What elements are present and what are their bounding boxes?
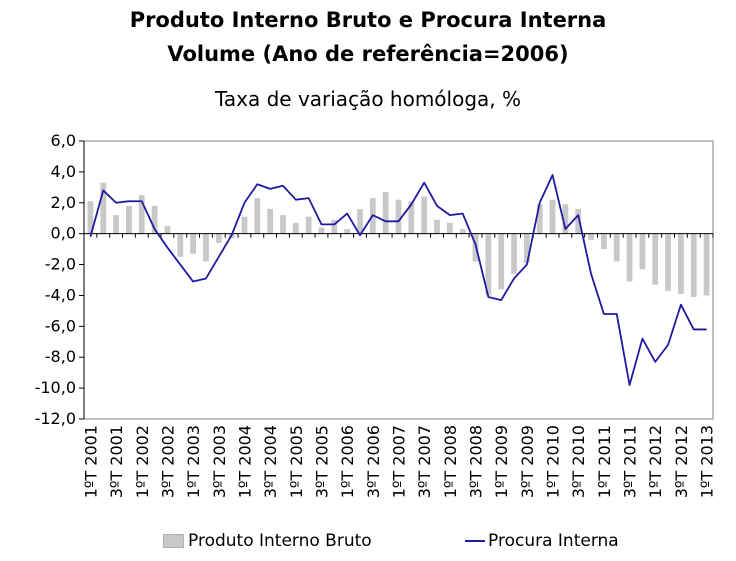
bar-pib — [485, 233, 492, 296]
x-tick-label: 1ºT 2004 — [235, 425, 254, 498]
bar-pib — [305, 216, 312, 234]
bar-pib — [292, 222, 299, 234]
x-tick-label: 1ºT 2010 — [544, 425, 563, 498]
bar-pib — [177, 233, 184, 257]
x-tick-label: 3ºT 2001 — [107, 425, 126, 498]
chart-subtitle: Taxa de variação homóloga, % — [214, 87, 522, 111]
bar-pib — [434, 219, 440, 234]
y-tick-label: 0,0 — [51, 224, 76, 243]
legend-swatch-bar — [163, 534, 184, 548]
x-tick-label: 1ºT 2013 — [698, 425, 717, 498]
bar-pib — [382, 191, 389, 234]
bar-pib — [113, 215, 119, 234]
x-tick-label: 3ºT 2009 — [518, 425, 537, 498]
y-tick-label: 2,0 — [51, 193, 76, 212]
bar-pib — [408, 201, 415, 234]
plot-frame — [83, 140, 714, 420]
x-tick-label: 1ºT 2012 — [646, 425, 665, 498]
bar-pib — [575, 208, 582, 234]
bar-pib — [613, 233, 620, 262]
x-tick-label: 3ºT 2012 — [672, 425, 691, 498]
x-tick-label: 3ºT 2002 — [158, 425, 177, 498]
bar-pib — [190, 233, 197, 254]
bar-pib — [562, 204, 569, 234]
bar-pib — [164, 225, 171, 234]
y-tick-label: -4,0 — [45, 285, 76, 304]
bar-pib — [588, 233, 594, 240]
bar-pib — [639, 233, 646, 270]
bar-pib — [151, 205, 158, 234]
x-tick-label: 3ºT 2003 — [210, 425, 229, 498]
bar-pib — [395, 199, 402, 234]
bar-pib — [267, 208, 274, 234]
bar-pib — [703, 233, 710, 296]
y-tick-label: -8,0 — [45, 347, 76, 366]
line-procura-interna — [89, 174, 707, 386]
bar-pib — [536, 204, 543, 234]
y-tick-label: -6,0 — [45, 316, 76, 335]
bar-pib — [626, 233, 633, 282]
x-tick-label: 3ºT 2004 — [261, 425, 280, 498]
legend-swatch-line — [465, 540, 485, 542]
x-tick-label: 3ºT 2011 — [621, 425, 640, 498]
bar-pib — [421, 196, 428, 234]
bar-pib — [357, 208, 363, 234]
bar-pib — [678, 233, 684, 294]
bar-pib — [600, 233, 607, 250]
bar-pib — [87, 201, 94, 234]
bar-pib — [459, 229, 466, 234]
bar-pib — [215, 233, 222, 243]
bar-pib — [665, 233, 671, 291]
legend-item-pib: Produto Interno Bruto — [163, 530, 372, 552]
x-tick-label: 1ºT 2008 — [441, 425, 460, 498]
bar-pib — [446, 222, 453, 234]
x-tick-label: 1ºT 2011 — [595, 425, 614, 498]
bar-pib — [138, 195, 145, 234]
x-tick-label: 1ºT 2005 — [287, 425, 306, 498]
x-tick-label: 1ºT 2003 — [184, 425, 203, 498]
y-tick-label: -10,0 — [35, 378, 76, 397]
bar-pib — [100, 182, 107, 234]
bar-pib — [549, 199, 556, 234]
legend-item-procura: Procura Interna — [465, 530, 619, 552]
legend-label-pib: Produto Interno Bruto — [188, 531, 372, 551]
bar-pib — [126, 205, 132, 234]
y-tick-label: 6,0 — [51, 131, 76, 150]
x-tick-label: 1ºT 2001 — [81, 425, 100, 498]
x-tick-label: 3ºT 2010 — [569, 425, 588, 498]
bar-pib — [511, 233, 517, 274]
bar-pib — [344, 229, 351, 234]
chart-title-line2: Volume (Ano de referência=2006) — [167, 42, 569, 66]
x-tick-label: 1ºT 2006 — [338, 425, 357, 498]
bar-pib — [331, 219, 338, 234]
x-tick-label: 1ºT 2009 — [492, 425, 511, 498]
bar-pib — [523, 233, 530, 264]
y-tick-label: -2,0 — [45, 255, 76, 274]
bar-pib — [318, 227, 325, 234]
x-tick-label: 3ºT 2006 — [364, 425, 383, 498]
bar-pib — [690, 233, 697, 297]
y-tick-label: 4,0 — [51, 162, 76, 181]
chart-title-line1: Produto Interno Bruto e Procura Interna — [129, 8, 607, 32]
bar-pib — [254, 198, 261, 234]
bar-pib — [652, 233, 659, 285]
x-tick-label: 3ºT 2005 — [312, 425, 331, 498]
y-tick-label: -12,0 — [35, 409, 76, 428]
x-tick-label: 1ºT 2002 — [133, 425, 152, 498]
bar-pib — [280, 215, 286, 234]
x-tick-label: 3ºT 2007 — [415, 425, 434, 498]
bar-pib — [498, 233, 505, 290]
legend-label-procura: Procura Interna — [488, 531, 619, 551]
x-tick-label: 3ºT 2008 — [467, 425, 486, 498]
bar-pib — [203, 233, 209, 262]
x-tick-label: 1ºT 2007 — [390, 425, 409, 498]
bar-pib — [241, 216, 248, 234]
